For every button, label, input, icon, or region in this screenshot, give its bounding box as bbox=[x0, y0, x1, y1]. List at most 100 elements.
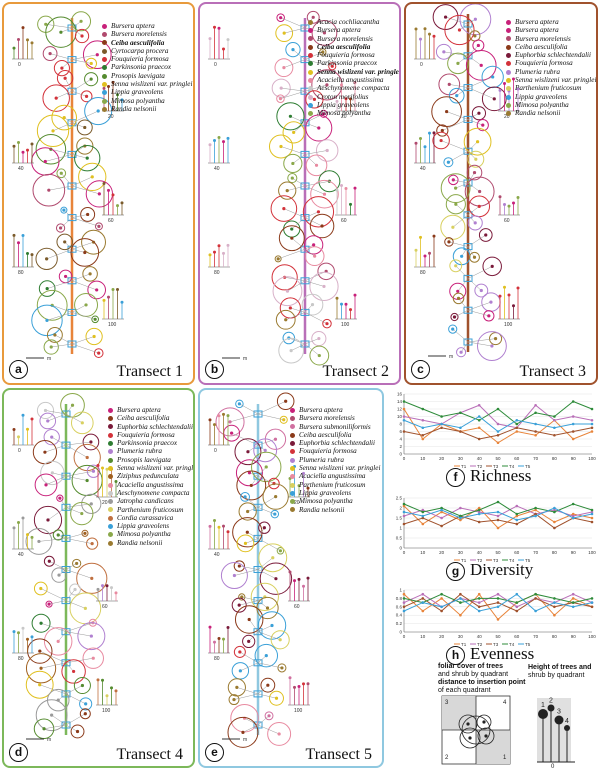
height-dot bbox=[297, 684, 301, 688]
height-dot bbox=[498, 88, 502, 92]
foliar-cover-circle bbox=[73, 676, 91, 695]
height-dot bbox=[213, 640, 216, 644]
legend-item: Ceiba aesculifolia bbox=[290, 431, 380, 439]
foliar-cover-circle bbox=[80, 206, 96, 222]
distance-line bbox=[247, 444, 259, 452]
distance-line bbox=[247, 532, 259, 539]
plant-point bbox=[446, 160, 450, 164]
data-point bbox=[477, 510, 481, 514]
distance-line bbox=[287, 280, 306, 292]
foliar-cover-circle bbox=[311, 330, 327, 347]
distance-line bbox=[467, 246, 475, 258]
height-dot bbox=[213, 423, 216, 427]
plant-point bbox=[237, 564, 241, 568]
legend-label: Acaciella angustissima bbox=[299, 472, 366, 481]
x-tick-label: 30 bbox=[458, 634, 464, 639]
distance-line bbox=[257, 631, 281, 641]
foliar-cover-circle bbox=[94, 222, 103, 231]
distance-line bbox=[278, 248, 306, 260]
data-point bbox=[421, 508, 425, 512]
data-point bbox=[477, 508, 481, 512]
height-dot bbox=[516, 286, 520, 290]
panel-label: h bbox=[446, 646, 465, 665]
data-point bbox=[553, 415, 556, 418]
plant-point bbox=[313, 254, 317, 258]
data-point bbox=[496, 422, 500, 426]
height-dot bbox=[111, 80, 115, 84]
legend-swatch bbox=[102, 40, 107, 46]
distance-label: 80 bbox=[214, 656, 220, 662]
key-quadrant-number: 4 bbox=[503, 700, 507, 706]
legend-swatch bbox=[506, 111, 511, 117]
plant-point bbox=[54, 96, 58, 100]
insertion-point bbox=[253, 503, 263, 511]
key-height-dot bbox=[554, 715, 564, 725]
plant-point bbox=[47, 188, 51, 192]
data-point bbox=[534, 512, 537, 516]
height-dot bbox=[516, 87, 520, 91]
plant-point bbox=[90, 542, 94, 546]
height-dot bbox=[302, 471, 305, 475]
foliar-cover-circle bbox=[76, 137, 94, 155]
foliar-cover-circle bbox=[283, 153, 303, 174]
height-dot bbox=[288, 676, 292, 680]
distance-line bbox=[459, 23, 469, 31]
plant-point bbox=[266, 683, 270, 687]
legend-item: Aeschynomene compacta bbox=[108, 489, 193, 497]
data-point bbox=[496, 618, 500, 621]
plant-point bbox=[247, 617, 251, 622]
plant-point bbox=[473, 221, 477, 225]
distance-line bbox=[283, 59, 306, 68]
height-dot bbox=[302, 584, 305, 588]
distance-line bbox=[39, 650, 67, 664]
legend-label: Fouquieria formosa bbox=[111, 55, 169, 64]
foliar-cover-circle bbox=[91, 315, 99, 324]
height-dot bbox=[30, 635, 34, 639]
height-dot bbox=[498, 195, 502, 199]
plant-point bbox=[51, 129, 55, 133]
plant-point bbox=[228, 420, 232, 424]
foliar-cover-circle bbox=[80, 90, 93, 103]
distance-line bbox=[304, 343, 320, 356]
x-tick-label: 40 bbox=[477, 634, 483, 639]
height-dot bbox=[222, 140, 225, 144]
height-dot bbox=[306, 576, 310, 580]
foliar-cover-circle bbox=[447, 52, 469, 75]
foliar-cover-circle bbox=[456, 347, 467, 358]
plant-point bbox=[237, 402, 242, 406]
legend-item: Bursera morelensis bbox=[506, 35, 596, 43]
distance-line bbox=[458, 298, 469, 311]
plant-point bbox=[282, 66, 286, 70]
height-dot bbox=[349, 308, 352, 312]
legend-label: Ceiba aesculifolia bbox=[117, 414, 170, 423]
foliar-cover-circle bbox=[52, 529, 64, 541]
height-dot bbox=[222, 524, 225, 528]
plant-point bbox=[83, 125, 87, 130]
y-tick-label: 2.5 bbox=[396, 496, 403, 501]
distance-line bbox=[304, 304, 313, 313]
insertion-point bbox=[300, 308, 310, 316]
legend-item: Ceiba aesculifolia bbox=[102, 39, 192, 47]
distance-label: 80 bbox=[420, 270, 426, 276]
foliar-cover-circle bbox=[25, 653, 57, 684]
legend-swatch bbox=[308, 69, 313, 75]
plant-point bbox=[46, 518, 50, 522]
legend-item: Aeschynomene compacta bbox=[308, 84, 399, 92]
foliar-cover-circle bbox=[60, 392, 85, 418]
plant-point bbox=[321, 50, 325, 54]
legend-swatch bbox=[102, 90, 107, 96]
data-point bbox=[402, 430, 406, 433]
data-point bbox=[590, 426, 594, 430]
foliar-cover-circle bbox=[70, 724, 85, 739]
plant-point bbox=[472, 255, 477, 259]
distance-line bbox=[65, 413, 83, 424]
foliar-cover-circle bbox=[56, 494, 64, 502]
insertion-point bbox=[463, 84, 473, 92]
key-height-dot bbox=[538, 709, 548, 719]
legend-swatch bbox=[308, 102, 313, 108]
foliar-cover-circle bbox=[302, 196, 335, 228]
legend-swatch bbox=[308, 36, 313, 42]
data-point bbox=[477, 520, 481, 524]
legend-label: Bursera aptera bbox=[111, 22, 155, 30]
foliar-cover-circle bbox=[238, 593, 246, 601]
